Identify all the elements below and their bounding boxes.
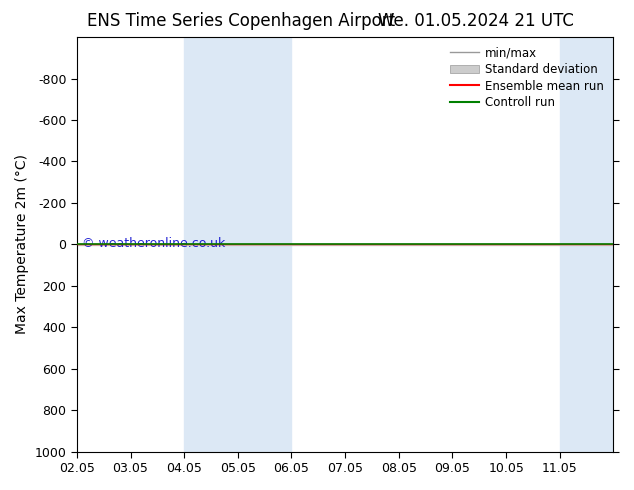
Bar: [560, 37, 614, 452]
Bar: [184, 37, 292, 452]
Y-axis label: Max Temperature 2m (°C): Max Temperature 2m (°C): [15, 154, 29, 334]
Text: © weatheronline.co.uk: © weatheronline.co.uk: [82, 237, 226, 250]
Text: ENS Time Series Copenhagen Airport: ENS Time Series Copenhagen Airport: [87, 12, 395, 30]
Text: We. 01.05.2024 21 UTC: We. 01.05.2024 21 UTC: [378, 12, 573, 30]
Legend: min/max, Standard deviation, Ensemble mean run, Controll run: min/max, Standard deviation, Ensemble me…: [446, 43, 607, 113]
